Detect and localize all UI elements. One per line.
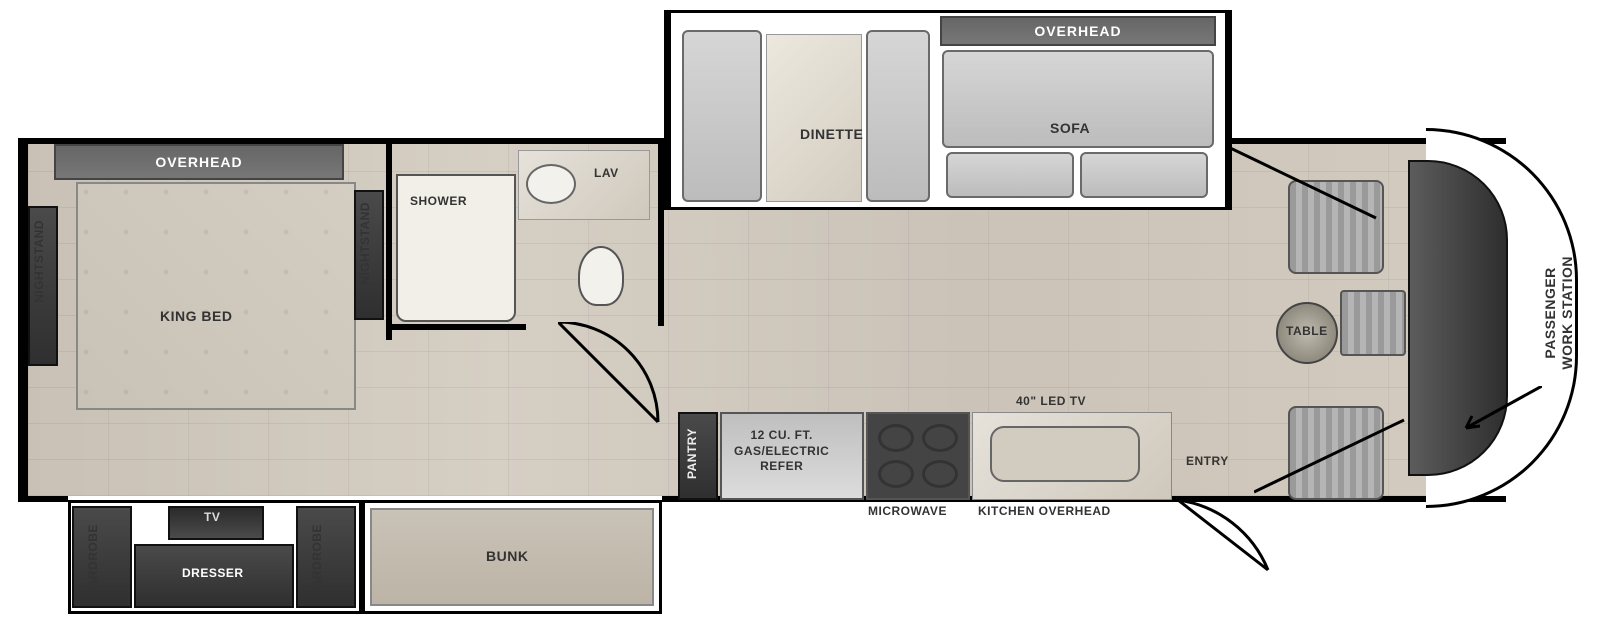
wall-top-slide-left (664, 10, 670, 210)
overhead-cabinet-bed: OVERHEAD (54, 144, 344, 180)
led-tv-label: 40" LED TV (1016, 394, 1086, 408)
wall-bath-left (386, 140, 392, 340)
entry-door-swing (1178, 500, 1288, 610)
cab-door-top (1226, 138, 1386, 228)
wardrobe-left (72, 506, 132, 608)
dinette-bench-right (866, 30, 930, 202)
nightstand-left-label: NIGHTSTAND (32, 220, 46, 303)
wardrobe-right (296, 506, 356, 608)
passenger-ws-arrow-icon (1456, 386, 1542, 436)
bunk-label: BUNK (486, 548, 528, 564)
bedroom-tv-label: TV (204, 510, 220, 524)
kitchen-sink (990, 426, 1140, 482)
wall-left (18, 138, 28, 502)
wall-bath-bottom (386, 324, 526, 330)
sofa-label: SOFA (1050, 120, 1090, 136)
bath-door-swing (558, 322, 668, 432)
wall-top-slide-right (1226, 10, 1232, 210)
pantry-label: PANTRY (685, 428, 699, 479)
passenger-ws-label: PASSENGER WORK STATION (1542, 256, 1576, 370)
microwave-label: MICROWAVE (868, 504, 947, 518)
dinette-table (766, 34, 862, 202)
table-label: TABLE (1286, 324, 1328, 338)
dresser-label: DRESSER (182, 566, 244, 580)
wardrobe-right-label: WARDROBE (310, 524, 324, 599)
lav-label: LAV (594, 166, 619, 180)
dinette-bench-left (682, 30, 762, 202)
overhead-bed-label: OVERHEAD (155, 154, 242, 170)
rv-floorplan: OVERHEAD KING BED NIGHTSTAND NIGHTSTAND … (10, 10, 1590, 615)
refer-label: 12 CU. FT. GAS/ELECTRIC REFER (734, 428, 829, 475)
kitchen-overhead-label: KITCHEN OVERHEAD (978, 504, 1111, 518)
entry-label: ENTRY (1186, 454, 1229, 468)
toilet-icon (578, 246, 624, 306)
sofa-cushion-r (1080, 152, 1208, 198)
king-bed (76, 182, 356, 410)
wardrobe-left-label: WARDROBE (86, 524, 100, 599)
shower-label: SHOWER (410, 194, 467, 208)
lav-sink (526, 164, 576, 204)
sofa-cushion-l (946, 152, 1074, 198)
overhead-sofa-label: OVERHEAD (1034, 23, 1121, 39)
king-bed-label: KING BED (160, 308, 232, 324)
dinette-label: DINETTE (800, 126, 863, 142)
center-console (1340, 290, 1406, 356)
burners-icon (870, 416, 966, 496)
overhead-cabinet-sofa: OVERHEAD (940, 16, 1216, 46)
nightstand-right-label: NIGHTSTAND (358, 202, 372, 285)
cab-door-bottom (1254, 410, 1414, 500)
